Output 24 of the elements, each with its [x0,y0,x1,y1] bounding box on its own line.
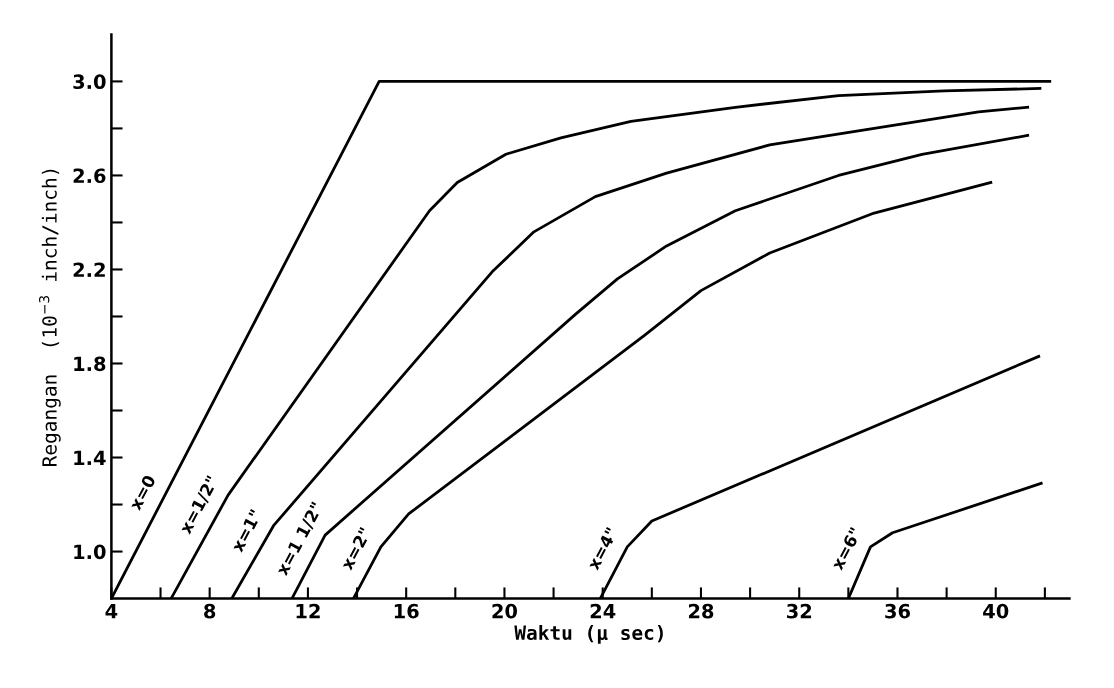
text: x=2" [340,526,372,571]
text: x=1" [230,509,262,553]
x-tick-label: 40 [983,603,1009,619]
x-tick-label: 16 [394,603,419,619]
y-tick-label: 2.2 [73,262,105,277]
x-tick-label: 20 [492,603,518,619]
text: x=6" [830,526,862,571]
y-tick-label: 2.6 [73,168,106,184]
x-tick-label: 24 [590,603,616,619]
x-tick-label: 28 [688,603,714,619]
x-tick-label: 12 [296,603,320,619]
x-tick-label: 32 [786,603,812,619]
x-tick-label: 8 [204,603,216,619]
y-tick-label: 1.0 [74,544,106,560]
y-tick-label: 1.4 [74,450,106,465]
y-tick-label: 3.0 [73,74,106,90]
text: x=1 1/2" [275,501,325,578]
y-axis-title: Regangan (10$^{−3}$ inch/inch) [39,169,61,467]
y-tick-label: 1.8 [74,356,106,372]
x-axis-title: Waktu (μ sec) [514,625,663,644]
text: x=4" [586,527,618,571]
text: x=0 [128,474,157,512]
x-tick-label: 36 [885,603,910,619]
x-tick-label: 4 [105,604,118,619]
